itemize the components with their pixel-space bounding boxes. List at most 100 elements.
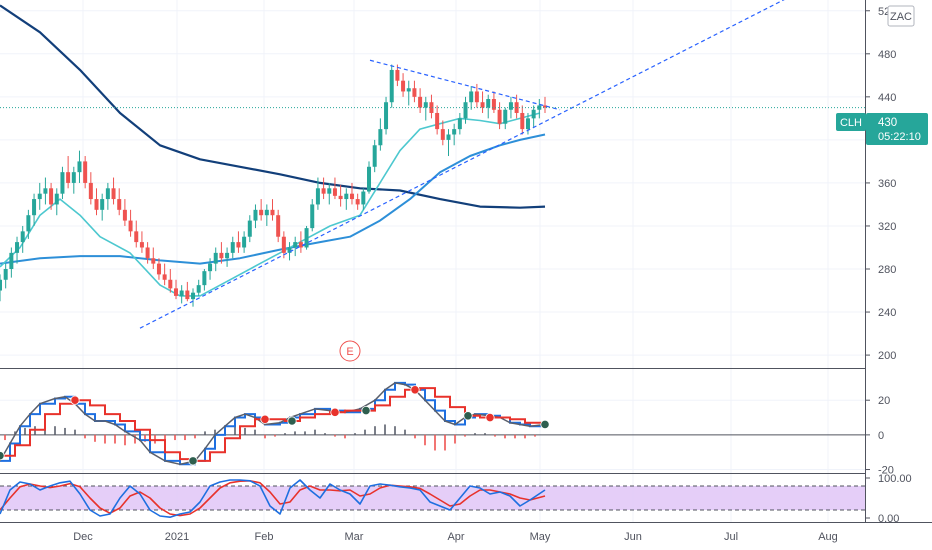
countdown-label: 05:22:10 [878, 131, 921, 143]
time-tick-label: Mar [345, 531, 364, 543]
candle-body [531, 109, 536, 119]
macd-hist-bar [114, 434, 116, 444]
candle-body [401, 80, 406, 92]
macd-hist-bar [514, 434, 516, 439]
macd-hist-bar [414, 434, 416, 439]
macd-hist-bar [254, 429, 256, 435]
earnings-marker[interactable]: E [339, 340, 361, 362]
vertical-grid [82, 0, 829, 522]
candle-body [508, 102, 513, 110]
candle-body [77, 161, 82, 173]
candle-body [94, 199, 99, 210]
candle-body [327, 188, 332, 194]
candle-body [349, 193, 354, 200]
candle-body [367, 166, 372, 192]
candle-body [361, 191, 366, 205]
candle-body [156, 263, 161, 275]
macd-hist-bar [494, 434, 496, 437]
time-tick-label: Aug [818, 531, 838, 543]
ma-slow-path [0, 4, 546, 209]
macd-cross-dot [540, 419, 550, 430]
price-tick-label: 200 [878, 350, 896, 362]
ma-mid-path [0, 133, 546, 265]
candle-body [26, 215, 31, 232]
candle-body [71, 172, 76, 183]
macd-cross-dot [485, 412, 495, 423]
candle-body [304, 228, 309, 248]
price-tick-label: 480 [878, 49, 896, 61]
candle-body [60, 172, 65, 194]
trendlines[interactable] [139, 0, 815, 329]
time-axis-ticks[interactable]: Dec 2021 Feb Mar Apr May Jun Jul Aug [73, 531, 838, 543]
candle-body [418, 96, 423, 108]
candlesticks [0, 64, 547, 307]
macd-hist-bar [394, 426, 396, 435]
price-box [866, 113, 928, 145]
macd-hist-bar [4, 434, 6, 441]
candle-body [230, 242, 235, 253]
macd-hist-bar [344, 434, 346, 439]
macd-hist-bar [134, 434, 136, 444]
macd-hist-bar [364, 429, 366, 435]
candle-body [310, 204, 315, 229]
candle-body [43, 188, 48, 194]
macd-hist-bar [144, 434, 146, 442]
macd-cross-dots [0, 385, 550, 466]
trendline[interactable] [139, 0, 815, 329]
candle-body [208, 263, 213, 272]
macd-cross-dot [260, 414, 270, 424]
candle-body [191, 292, 196, 300]
candle-body [49, 188, 54, 205]
candle-body [412, 88, 417, 97]
candle-body [168, 279, 173, 289]
trendline[interactable] [369, 59, 561, 111]
macd-hist-bar [304, 431, 306, 435]
macd-hist-bar [284, 433, 286, 435]
candle-body [259, 209, 264, 216]
macd-cross-dot [287, 416, 297, 426]
macd-hist-bar [324, 433, 326, 435]
price-tick-label: 440 [878, 92, 896, 104]
candle-body [384, 102, 389, 130]
macd-hist-bar [104, 434, 106, 444]
candle-body [378, 129, 383, 146]
macd-hist-bar [474, 433, 476, 435]
macd-tick-label: -20 [878, 465, 894, 477]
candle-body [236, 242, 241, 248]
macd-hist-bar [434, 434, 436, 451]
macd-line [0, 381, 546, 466]
candle-body [83, 161, 88, 183]
symbol-badge[interactable]: ZAC [887, 5, 915, 27]
price-tick-label: 320 [878, 221, 896, 233]
macd-hist-bar [314, 429, 316, 435]
last-price-label: 430 [878, 117, 897, 129]
macd-cross-dot [0, 451, 5, 461]
macd-hist-bar [264, 434, 266, 439]
candle-body [145, 247, 150, 259]
candle-body [463, 102, 468, 119]
candle-body [111, 188, 116, 200]
macd-cross-dot [188, 456, 198, 466]
macd-hist-outline [0, 382, 546, 466]
candle-body [423, 102, 428, 108]
candle-body [293, 242, 298, 248]
candle-body [179, 290, 184, 296]
candle-body [344, 193, 349, 200]
time-tick-label: May [530, 531, 551, 543]
candle-body [446, 134, 451, 140]
candle-body [128, 220, 133, 232]
candle-body [32, 199, 37, 216]
macd-cross-dot [330, 407, 340, 417]
macd-hist-bar [484, 433, 486, 435]
time-tick-label: Dec [73, 531, 93, 543]
candle-body [162, 274, 167, 280]
macd-hist-bar [384, 424, 386, 435]
candle-body [0, 279, 2, 291]
candle-body [525, 118, 530, 130]
candle-body [276, 215, 281, 237]
price-axis[interactable] [866, 0, 932, 550]
ticker-tag [836, 113, 866, 131]
stoch-band [0, 486, 865, 510]
